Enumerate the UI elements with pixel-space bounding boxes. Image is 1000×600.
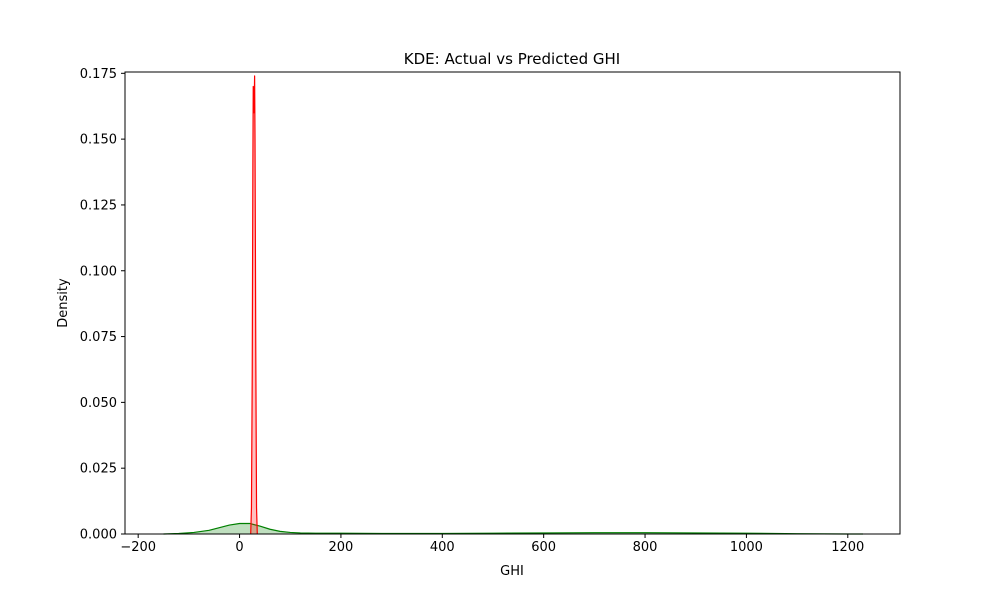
x-tick-label: 800 [633,540,658,555]
x-tick-label: 1200 [831,540,864,555]
chart-title: KDE: Actual vs Predicted GHI [404,50,620,68]
y-tick-label: 0.150 [80,133,117,148]
y-tick-label: 0.075 [80,330,117,345]
y-axis-ticks: 0.000 0.025 0.050 0.075 0.100 0.125 0.150 0.175 [80,67,125,543]
y-tick-label: 0.175 [80,67,117,82]
y-tick-label: 0.000 [80,528,117,543]
x-tick-label: 200 [329,540,354,555]
x-tick-label: 1000 [730,540,763,555]
x-axis-label: GHI [500,564,524,579]
plot-layer [163,75,863,535]
y-tick-label: 0.125 [80,198,117,213]
x-tick-label: −200 [120,540,156,555]
y-axis-label: Density [56,278,71,328]
kde-series-2-line [250,75,258,535]
x-tick-label: 400 [430,540,455,555]
y-tick-label: 0.100 [80,264,117,279]
x-tick-label: 600 [531,540,556,555]
axes-frame [124,71,901,535]
kde-series-1-line [163,522,863,535]
y-tick-label: 0.025 [80,462,117,477]
x-axis-ticks: −200 0 200 400 600 800 1000 1200 [120,534,864,555]
y-tick-label: 0.050 [80,396,117,411]
x-tick-label: 0 [235,540,243,555]
